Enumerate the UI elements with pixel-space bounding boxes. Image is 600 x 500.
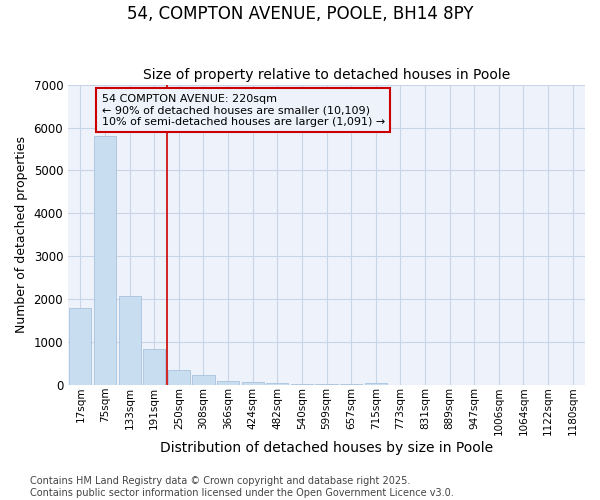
Bar bbox=[94, 136, 116, 386]
X-axis label: Distribution of detached houses by size in Poole: Distribution of detached houses by size … bbox=[160, 441, 493, 455]
Bar bbox=[119, 296, 140, 386]
Bar bbox=[193, 376, 215, 386]
Bar bbox=[340, 384, 362, 386]
Text: Contains HM Land Registry data © Crown copyright and database right 2025.
Contai: Contains HM Land Registry data © Crown c… bbox=[30, 476, 454, 498]
Bar bbox=[69, 308, 91, 386]
Y-axis label: Number of detached properties: Number of detached properties bbox=[15, 136, 28, 334]
Bar bbox=[266, 383, 289, 386]
Text: 54, COMPTON AVENUE, POOLE, BH14 8PY: 54, COMPTON AVENUE, POOLE, BH14 8PY bbox=[127, 5, 473, 23]
Bar bbox=[291, 384, 313, 386]
Bar bbox=[143, 349, 165, 386]
Bar bbox=[242, 382, 264, 386]
Title: Size of property relative to detached houses in Poole: Size of property relative to detached ho… bbox=[143, 68, 510, 82]
Bar bbox=[316, 384, 338, 386]
Bar bbox=[168, 370, 190, 386]
Bar bbox=[217, 380, 239, 386]
Bar bbox=[365, 383, 387, 386]
Text: 54 COMPTON AVENUE: 220sqm
← 90% of detached houses are smaller (10,109)
10% of s: 54 COMPTON AVENUE: 220sqm ← 90% of detac… bbox=[101, 94, 385, 127]
